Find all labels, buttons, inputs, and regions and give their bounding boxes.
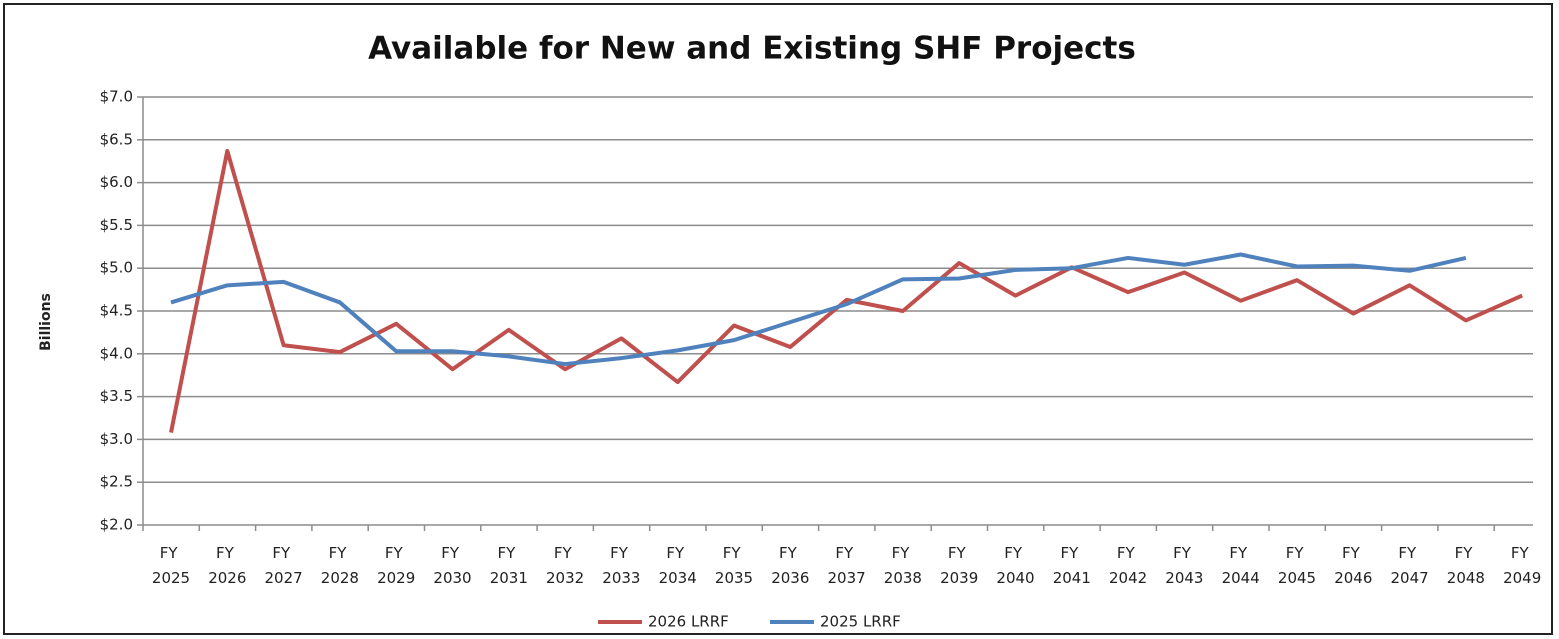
- chart-title: Available for New and Existing SHF Proje…: [368, 31, 1136, 67]
- x-tick-label: FY 2025: [152, 544, 190, 587]
- x-tick-label: FY 2044: [1222, 544, 1260, 587]
- x-tick-label: FY 2037: [828, 544, 866, 587]
- x-tick-label: FY 2047: [1391, 544, 1429, 587]
- x-tick-label: FY 2031: [490, 544, 528, 587]
- x-tick-label: FY 2026: [208, 544, 246, 587]
- y-axis-label: Billions: [38, 293, 54, 351]
- y-tick-label: $2.5: [100, 473, 133, 491]
- y-tick-label: $4.5: [100, 302, 133, 320]
- x-tick-label: FY 2038: [884, 544, 922, 587]
- x-tick-label: FY 2046: [1334, 544, 1372, 587]
- y-tick-label: $6.5: [100, 130, 133, 148]
- x-tick-label: FY 2030: [433, 544, 471, 587]
- y-tick-label: $3.5: [100, 387, 133, 405]
- chart-frame: [3, 3, 1553, 635]
- y-tick-label: $7.0: [100, 88, 133, 106]
- y-tick-label: $5.5: [100, 216, 133, 234]
- x-tick-label: FY 2029: [377, 544, 415, 587]
- x-tick-label: FY 2027: [265, 544, 303, 587]
- series-line: [170, 252, 1467, 367]
- x-tick-label: FY 2041: [1053, 544, 1091, 587]
- x-tick-label: FY 2049: [1503, 544, 1541, 587]
- legend-label: 2025 LRRF: [820, 613, 901, 631]
- x-tick-label: FY 2045: [1278, 544, 1316, 587]
- x-tick-label: FY 2035: [715, 544, 753, 587]
- y-tick-label: $2.0: [100, 516, 133, 534]
- x-tick-label: FY 2040: [996, 544, 1034, 587]
- y-tick-label: $3.0: [100, 430, 133, 448]
- x-tick-label: FY 2042: [1109, 544, 1147, 587]
- x-tick-label: FY 2034: [659, 544, 697, 587]
- y-tick-label: $4.0: [100, 344, 133, 362]
- y-tick-label: $5.0: [100, 259, 133, 277]
- x-tick-label: FY 2036: [771, 544, 809, 587]
- series-line: [169, 148, 1524, 433]
- x-tick-label: FY 2048: [1447, 544, 1485, 587]
- x-tick-label: FY 2043: [1165, 544, 1203, 587]
- x-tick-label: FY 2028: [321, 544, 359, 587]
- x-tick-label: FY 2039: [940, 544, 978, 587]
- x-tick-label: FY 2033: [602, 544, 640, 587]
- x-tick-label: FY 2032: [546, 544, 584, 587]
- legend-label: 2026 LRRF: [648, 613, 729, 631]
- y-tick-label: $6.0: [100, 173, 133, 191]
